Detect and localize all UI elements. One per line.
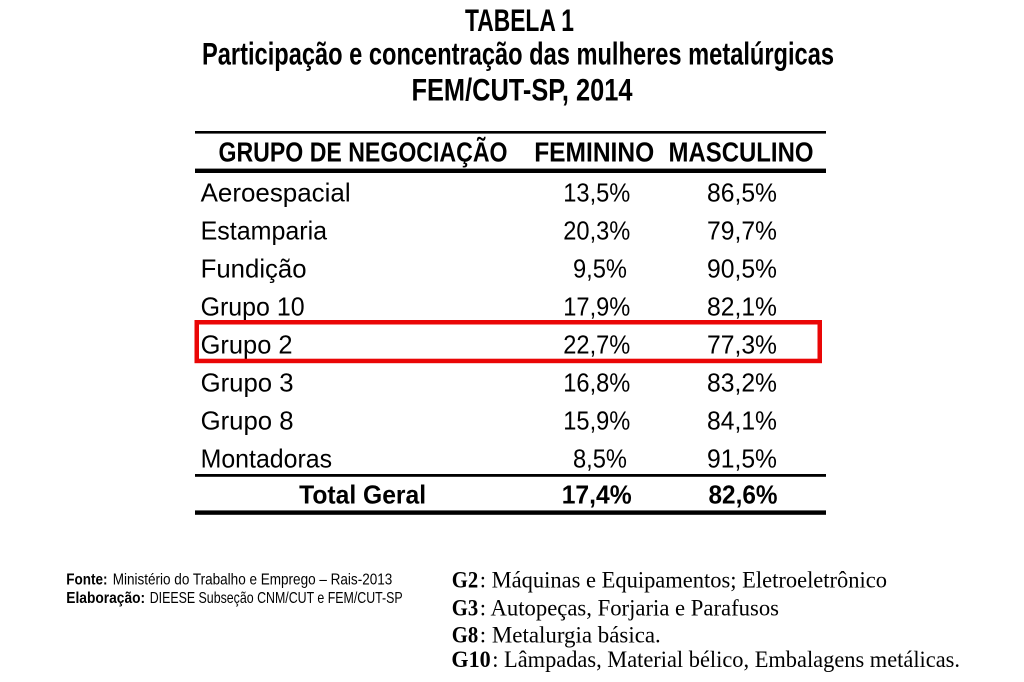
svg-text:Montadoras: Montadoras: [201, 444, 333, 474]
svg-text:84,1%: 84,1%: [707, 406, 777, 436]
svg-text:Fonte:: Fonte:: [66, 571, 107, 588]
svg-text:Grupo 3: Grupo 3: [201, 368, 294, 398]
svg-text:17,9%: 17,9%: [563, 292, 630, 322]
svg-text:: Metalurgia básica.: : Metalurgia básica.: [480, 622, 661, 647]
svg-text:Grupo 8: Grupo 8: [201, 406, 294, 436]
svg-text:: Lâmpadas, Material bélico, E: : Lâmpadas, Material bélico, Embalagens …: [492, 647, 960, 672]
svg-text:: Máquinas e Equipamentos; Ele: : Máquinas e Equipamentos; Eletroeletrôn…: [480, 568, 887, 593]
svg-text:15,9%: 15,9%: [563, 406, 630, 436]
svg-text:MASCULINO: MASCULINO: [669, 137, 814, 168]
svg-text:Total Geral: Total Geral: [299, 480, 426, 510]
svg-text:91,5%: 91,5%: [707, 444, 777, 474]
svg-text:83,2%: 83,2%: [707, 368, 777, 398]
svg-text:Elaboração:: Elaboração:: [66, 590, 145, 607]
svg-text:13,5%: 13,5%: [563, 178, 630, 208]
svg-text:G3: G3: [452, 595, 478, 620]
svg-text:22,7%: 22,7%: [563, 330, 630, 360]
svg-text:: Autopeças, Forjaria e Parafu: : Autopeças, Forjaria e Parafusos: [480, 595, 779, 620]
svg-text:GRUPO DE NEGOCIAÇÃO: GRUPO DE NEGOCIAÇÃO: [219, 137, 508, 168]
svg-text:Estamparia: Estamparia: [201, 216, 328, 246]
svg-text:90,5%: 90,5%: [707, 254, 777, 284]
svg-text:79,7%: 79,7%: [707, 216, 777, 246]
svg-text:G8: G8: [452, 622, 478, 647]
svg-text:Grupo 10: Grupo 10: [201, 292, 305, 322]
svg-text:82,6%: 82,6%: [709, 480, 778, 510]
svg-text:9,5%: 9,5%: [573, 254, 627, 284]
svg-text:FEM/CUT-SP, 2014: FEM/CUT-SP, 2014: [412, 71, 633, 107]
svg-text:20,3%: 20,3%: [563, 216, 630, 246]
svg-text:Grupo 2: Grupo 2: [201, 330, 293, 360]
svg-text:G2: G2: [452, 568, 478, 593]
svg-text:77,3%: 77,3%: [707, 330, 777, 360]
svg-text:Fundição: Fundição: [201, 254, 307, 284]
svg-text:G10: G10: [451, 647, 490, 672]
svg-text:82,1%: 82,1%: [707, 292, 777, 322]
svg-text:Ministério do Trabalho e Empre: Ministério do Trabalho e Emprego – Rais-…: [113, 571, 393, 588]
svg-text:Participação e concentração da: Participação e concentração das mulheres…: [202, 35, 834, 71]
svg-text:86,5%: 86,5%: [707, 178, 777, 208]
svg-text:17,4%: 17,4%: [562, 480, 632, 510]
svg-text:8,5%: 8,5%: [573, 444, 627, 474]
svg-text:DIEESE Subseção CNM/CUT e FEM/: DIEESE Subseção CNM/CUT e FEM/CUT-SP: [150, 590, 403, 607]
svg-text:FEMININO: FEMININO: [534, 137, 654, 168]
svg-text:Aeroespacial: Aeroespacial: [201, 178, 351, 208]
svg-text:16,8%: 16,8%: [563, 368, 630, 398]
svg-text:TABELA 1: TABELA 1: [465, 2, 574, 38]
